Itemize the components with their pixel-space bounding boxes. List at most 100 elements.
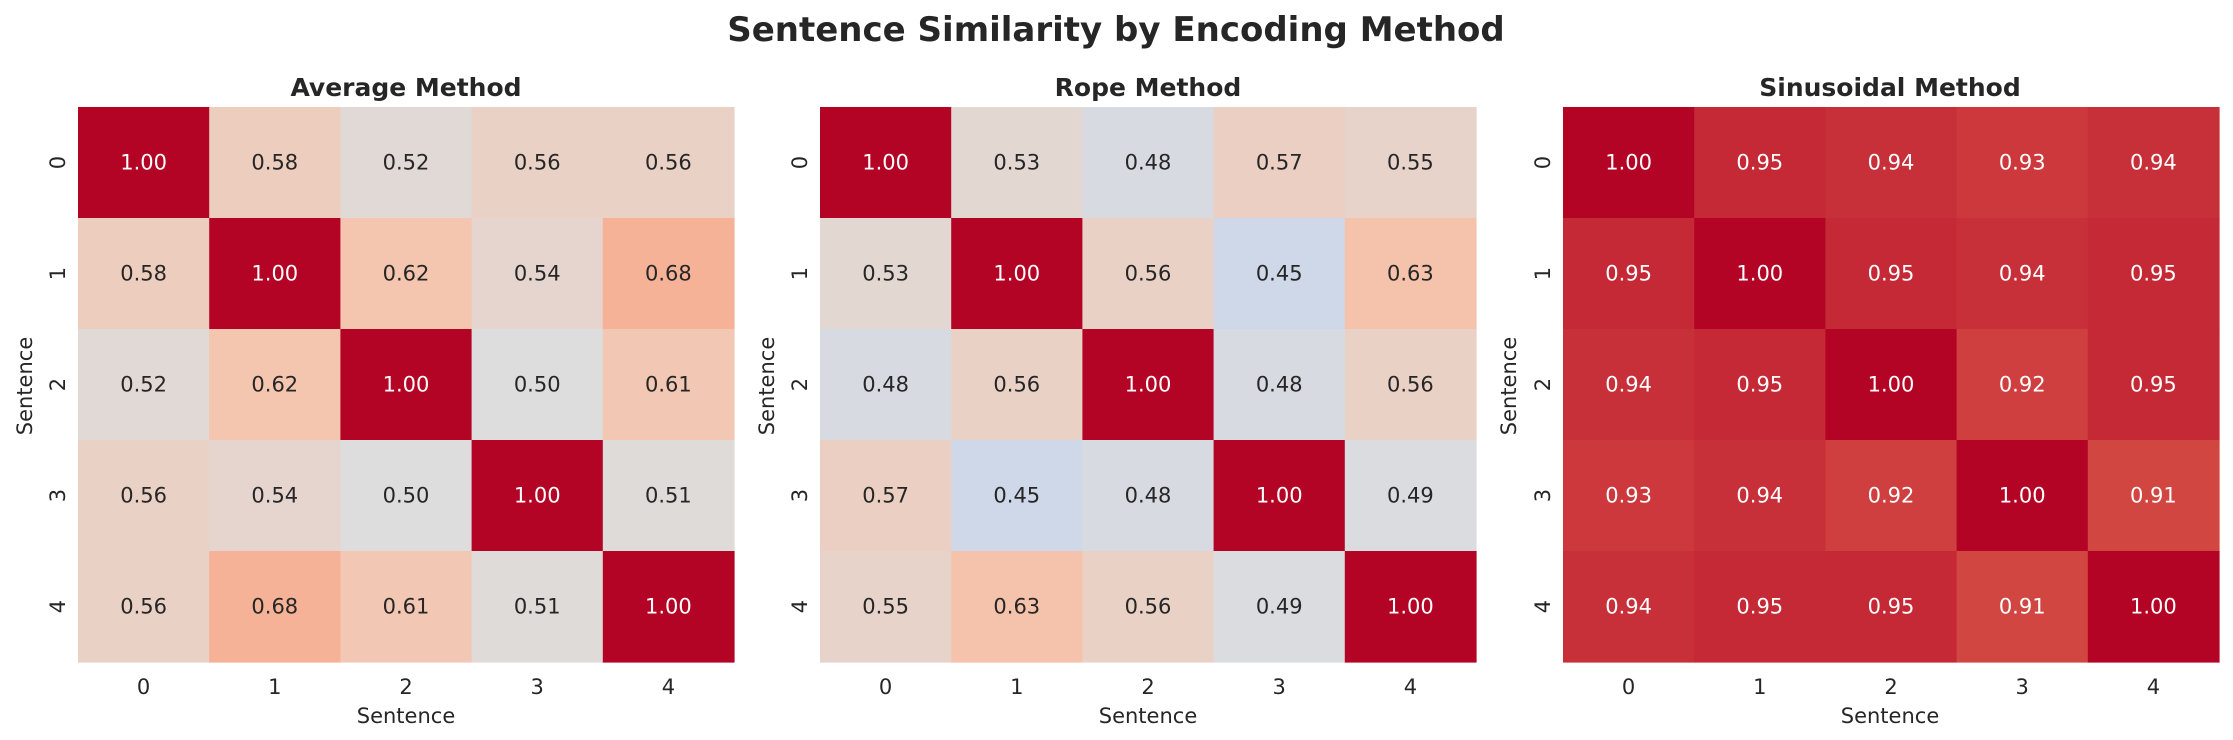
cell-value-label: 0.93 [1605,484,1652,508]
x-tick-label: 0 [1622,675,1635,699]
y-tick-label: 1 [46,267,70,280]
cell-value-label: 0.51 [514,595,561,619]
x-tick-label: 3 [2016,675,2029,699]
heatmap-cells: 1.00 0.95 0.94 0.93 0.94 0.95 1.00 0.95 0.94 0.95… [1563,107,2220,663]
cell-value-label: 0.95 [1605,262,1652,286]
cell-value-label: 1.00 [1736,262,1783,286]
cell-value-label: 0.48 [1256,373,1303,397]
heatmap-cell [1213,218,1346,330]
heatmap-cell [1563,218,1695,330]
heatmap-cell [951,551,1083,663]
heatmap-cell [340,218,473,330]
y-tick-label: 2 [1531,378,1555,391]
heatmap-cell [340,107,473,219]
cell-value-label: 0.52 [120,373,167,397]
heatmap-cell [951,440,1083,552]
y-tick-label: 0 [788,156,812,169]
cell-value-label: 0.95 [1736,595,1783,619]
panel-title: Sinusoidal Method [1759,73,2021,102]
heatmap-cell [951,329,1083,441]
heatmap-cell [951,218,1083,330]
heatmap-cells: 1.00 0.58 0.52 0.56 0.56 0.58 1.00 0.62 0.54 0.68… [78,107,735,663]
cell-value-label: 1.00 [1387,595,1434,619]
x-tick-label: 2 [1141,675,1154,699]
heatmap-cell [1694,440,1826,552]
cell-value-label: 1.00 [1125,373,1172,397]
cell-value-label: 0.55 [1387,151,1434,175]
heatmap-cell [1694,329,1826,441]
heatmap-cells: 1.00 0.53 0.48 0.57 0.55 0.53 1.00 0.56 0.45 0.63… [820,107,1477,663]
heatmap-cell [1956,440,2089,552]
cell-value-label: 1.00 [1256,484,1303,508]
heatmap-cell [602,329,735,441]
heatmap-cell [209,107,341,219]
cell-value-label: 0.48 [1125,151,1172,175]
heatmap-cell [78,218,210,330]
heatmap-cell [471,551,604,663]
heatmap-cell [340,551,473,663]
heatmap-cell [602,218,735,330]
x-tick-labels: 0 1 2 3 4 [137,675,675,699]
heatmap-cell [1082,440,1215,552]
heatmap-cell [1956,218,2089,330]
cell-value-label: 0.54 [251,484,298,508]
heatmap-cell [471,329,604,441]
heatmap-cell [1344,218,1477,330]
y-axis-label: Sentence [755,337,779,436]
x-tick-label: 1 [1753,675,1766,699]
heatmap-cell [1956,329,2089,441]
heatmap-cell [1825,329,1958,441]
heatmap-cell [1344,329,1477,441]
x-tick-label: 4 [1404,675,1417,699]
cell-value-label: 1.00 [1999,484,2046,508]
heatmap-cell [1213,107,1346,219]
heatmap-cell [1344,551,1477,663]
heatmap-cell [2087,440,2220,552]
heatmap-cell [78,107,210,219]
heatmap-cell [820,329,952,441]
y-tick-label: 0 [46,156,70,169]
heatmap-cell [602,440,735,552]
y-axis-label: Sentence [13,337,37,436]
heatmap-cell [820,218,952,330]
cell-value-label: 0.95 [1736,373,1783,397]
heatmap-cell [2087,329,2220,441]
cell-value-label: 0.95 [1868,595,1915,619]
y-tick-label: 0 [1531,156,1555,169]
cell-value-label: 0.58 [251,151,298,175]
heatmap-cell [340,440,473,552]
cell-value-label: 0.92 [1999,373,2046,397]
cell-value-label: 0.56 [645,151,692,175]
heatmap-cell [1082,551,1215,663]
panel-sinusoidal: Sinusoidal Method 1.00 0.95 0.94 0.93 0.94 0.… [1497,73,2220,728]
heatmap-cell [209,440,341,552]
heatmap-cell [209,329,341,441]
cell-value-label: 0.94 [1605,595,1652,619]
heatmap-cell [78,440,210,552]
heatmap-cell [2087,218,2220,330]
heatmap-cell [951,107,1083,219]
x-tick-label: 4 [2147,675,2160,699]
x-tick-label: 2 [399,675,412,699]
heatmap-cell [820,107,952,219]
heatmap-cell [1956,107,2089,219]
y-tick-label: 2 [788,378,812,391]
x-tick-label: 4 [662,675,675,699]
cell-value-label: 0.62 [251,373,298,397]
y-tick-labels: 0 1 2 3 4 [46,156,70,613]
x-tick-labels: 0 1 2 3 4 [879,675,1417,699]
heatmap-cell [602,551,735,663]
heatmap-cell [1825,218,1958,330]
panel-rope: Rope Method 1.00 0.53 0.48 0.57 0.550.53 1.00… [755,73,1477,728]
cell-value-label: 0.56 [1387,373,1434,397]
x-tick-label: 2 [1884,675,1897,699]
y-tick-label: 1 [788,267,812,280]
cell-value-label: 0.94 [1999,262,2046,286]
cell-value-label: 0.95 [1736,151,1783,175]
heatmap-cell [1082,329,1215,441]
x-tick-label: 3 [531,675,544,699]
heatmap-cell [471,107,604,219]
cell-value-label: 0.54 [514,262,561,286]
heatmap-cell [2087,551,2220,663]
